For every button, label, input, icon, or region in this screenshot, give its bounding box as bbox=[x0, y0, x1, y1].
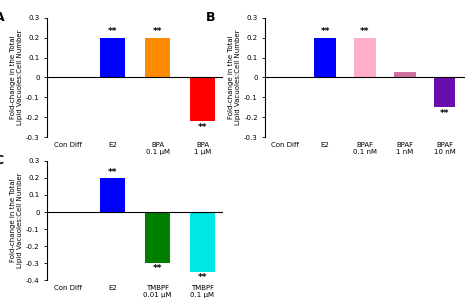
Text: **: ** bbox=[153, 264, 162, 274]
Text: TMBPF
0.1 μM: TMBPF 0.1 μM bbox=[191, 285, 214, 298]
Text: BPAF
1 nM: BPAF 1 nM bbox=[396, 142, 413, 155]
Bar bbox=[100, 38, 125, 77]
Text: **: ** bbox=[440, 109, 449, 118]
Text: Con Diff: Con Diff bbox=[54, 285, 82, 291]
Text: E2: E2 bbox=[321, 142, 329, 148]
Text: **: ** bbox=[320, 27, 330, 36]
Text: BPA
1 μM: BPA 1 μM bbox=[194, 142, 211, 155]
Y-axis label: Fold-change in the Total
Lipid Vacuoles:Cell Number: Fold-change in the Total Lipid Vacuoles:… bbox=[10, 173, 23, 268]
Text: BPAF
10 nM: BPAF 10 nM bbox=[434, 142, 456, 155]
Text: TMBPF
0.01 μM: TMBPF 0.01 μM bbox=[143, 285, 172, 298]
Text: Con Diff: Con Diff bbox=[54, 142, 82, 148]
Bar bbox=[434, 77, 456, 107]
Bar bbox=[394, 72, 416, 77]
Bar bbox=[314, 38, 336, 77]
Bar bbox=[354, 38, 376, 77]
Text: **: ** bbox=[108, 27, 118, 36]
Text: **: ** bbox=[153, 27, 162, 36]
Y-axis label: Fold-change in the Total
Lipid Vacuoles:Cell Number: Fold-change in the Total Lipid Vacuoles:… bbox=[10, 30, 23, 125]
Text: A: A bbox=[0, 11, 4, 24]
Bar bbox=[145, 38, 170, 77]
Text: Con Diff: Con Diff bbox=[272, 142, 300, 148]
Bar bbox=[145, 212, 170, 263]
Text: **: ** bbox=[198, 123, 207, 132]
Text: E2: E2 bbox=[108, 285, 117, 291]
Text: C: C bbox=[0, 154, 4, 167]
Bar bbox=[190, 212, 215, 271]
Text: **: ** bbox=[360, 27, 370, 36]
Text: **: ** bbox=[198, 273, 207, 282]
Bar bbox=[190, 77, 215, 121]
Text: B: B bbox=[206, 11, 215, 24]
Text: **: ** bbox=[108, 167, 118, 177]
Text: BPAF
0.1 nM: BPAF 0.1 nM bbox=[353, 142, 377, 155]
Bar bbox=[100, 178, 125, 212]
Y-axis label: Fold-change in the Total
Lipid Vacuoles:Cell Number: Fold-change in the Total Lipid Vacuoles:… bbox=[228, 30, 241, 125]
Text: E2: E2 bbox=[108, 142, 117, 148]
Text: BPA
0.1 μM: BPA 0.1 μM bbox=[146, 142, 170, 155]
